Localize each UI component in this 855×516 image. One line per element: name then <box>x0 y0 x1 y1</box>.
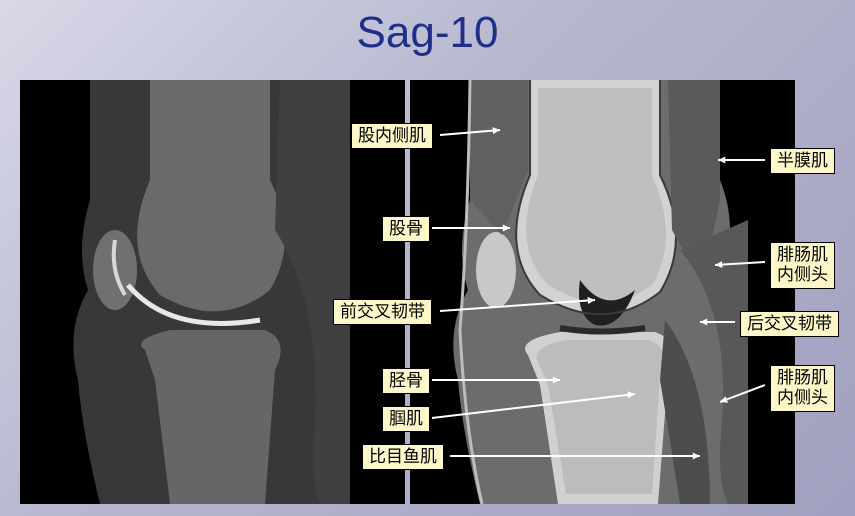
mri-scan-right <box>410 80 795 504</box>
anatomy-label-qian-jiao-cha: 前交叉韧带 <box>333 299 432 325</box>
anatomy-label-fei-chang-ji-2: 腓肠肌内侧头 <box>770 365 835 412</box>
anatomy-label-jing-gu: 胫骨 <box>382 368 430 394</box>
anatomy-label-guo-ji: 腘肌 <box>382 406 430 432</box>
page-title: Sag-10 <box>0 8 855 58</box>
anatomy-label-gu-nei-ce-ji: 股内侧肌 <box>351 123 433 149</box>
anatomy-label-ban-mo-ji: 半膜肌 <box>770 148 835 174</box>
mri-scan-left <box>20 80 405 504</box>
anatomy-label-gu-gu: 股骨 <box>382 216 430 242</box>
anatomy-label-hou-jiao-cha: 后交叉韧带 <box>740 311 839 337</box>
anatomy-label-bi-mu-yu-ji: 比目鱼肌 <box>362 444 444 470</box>
anatomy-label-fei-chang-ji-1: 腓肠肌内侧头 <box>770 242 835 289</box>
